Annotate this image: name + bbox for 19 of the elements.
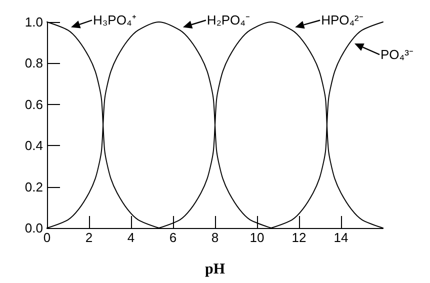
y-tick-label: 0.2 [24, 179, 43, 194]
x-tick-label: 0 [43, 230, 51, 245]
y-tick-label: 0.8 [24, 56, 43, 71]
y-tick-label: 0.6 [24, 96, 43, 112]
x-tick-label: 2 [85, 230, 93, 245]
legend-label: H₃PO₄⁺ [93, 12, 136, 28]
x-tick-label: 6 [169, 230, 177, 245]
x-tick-label: 10 [250, 230, 264, 245]
x-tick-label: 12 [292, 230, 306, 245]
legend-label: PO₄³⁻ [380, 47, 413, 62]
x-tick-label: 8 [211, 230, 219, 245]
x-tick-label: 14 [334, 230, 348, 245]
x-tick-label: 4 [127, 230, 135, 245]
y-tick-label: 0.0 [24, 220, 43, 236]
legend-label: HPO₄²⁻ [321, 12, 363, 28]
y-tick-label: 0.4 [24, 138, 43, 154]
legend-label: H₂PO₄⁻ [206, 12, 250, 28]
x-axis-title: pH [204, 262, 226, 278]
y-tick-label: 1.0 [24, 14, 43, 30]
